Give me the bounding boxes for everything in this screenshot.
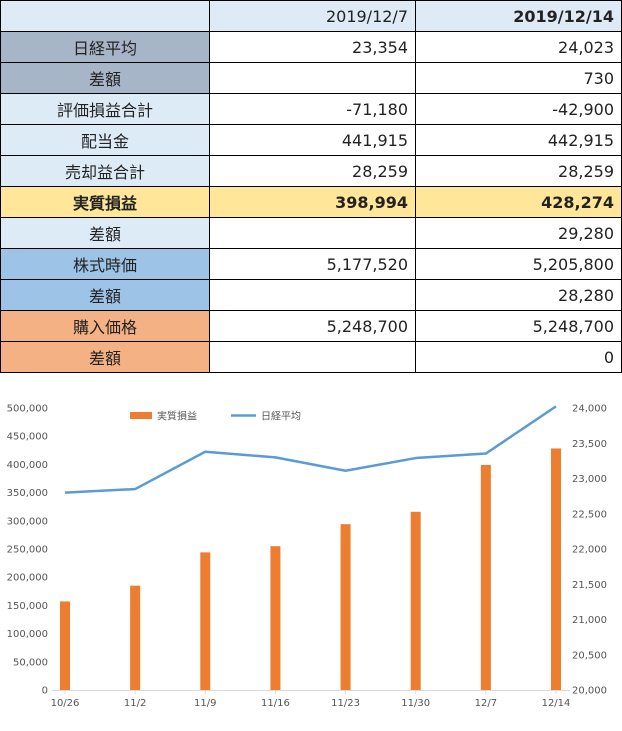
combo-chart: 0 50,000 100,000 150,000 200,000 250,000 300,0… [0,390,622,731]
header-date-1: 2019/12/7 [209,0,416,32]
y-left-tick-label: 500,000 [7,404,48,415]
x-tick-label: 12/14 [542,698,571,709]
row-label: 購入価格 [0,310,210,342]
y-left-tick-label: 350,000 [7,488,48,499]
table-row: 評価損益合計 -71,180 -42,900 [0,93,622,125]
row-value-v1: 28,259 [209,155,416,187]
x-tick-label: 11/2 [124,698,146,709]
y-left-tick-label: 300,000 [7,516,48,527]
y-right-tick-label: 22,500 [572,509,607,520]
table-row: 差額 28,280 [0,279,622,311]
row-value-v2: 28,280 [415,279,622,311]
bar [200,552,211,690]
row-label: 実質損益 [0,186,210,218]
table-row: 株式時価 5,177,520 5,205,800 [0,248,622,280]
bar [410,511,421,690]
row-value-v2: 5,205,800 [415,248,622,280]
row-value-v1: -71,180 [209,93,416,125]
summary-table: 2019/12/7 2019/12/14 日経平均 23,354 24,023 差額 730… [0,0,622,373]
legend-label-bar: 実質損益 [157,410,197,423]
row-value-v1 [209,62,416,94]
row-label: 売却益合計 [0,155,210,187]
row-value-v2: 24,023 [415,31,622,63]
row-value-v1: 5,177,520 [209,248,416,280]
table-row: 差額 29,280 [0,217,622,249]
chart-canvas: 0 50,000 100,000 150,000 200,000 250,000 300,0… [7,404,607,710]
row-value-v2: 28,259 [415,155,622,187]
row-value-v1: 5,248,700 [209,310,416,342]
row-label: 評価損益合計 [0,93,210,125]
y-left-tick-label: 150,000 [7,601,48,612]
nikkei-line [64,405,557,494]
x-tick-label: 11/23 [331,698,360,709]
table-row: 差額 730 [0,62,622,94]
bar [551,448,561,690]
y-right-tick-label: 21,000 [572,615,607,626]
y-left-tick-label: 0 [42,686,48,697]
header-date-2: 2019/12/14 [415,0,622,32]
row-value-v2: 730 [415,62,622,94]
row-value-v1 [209,341,416,373]
table-row: 差額 0 [0,341,622,373]
row-label: 日経平均 [0,31,210,63]
y-right-tick-label: 23,500 [572,439,607,450]
legend-label-line: 日経平均 [261,410,301,423]
x-tick-label: 12/7 [475,698,497,709]
row-label: 株式時価 [0,248,210,280]
table-row: 配当金 441,915 442,915 [0,124,622,156]
row-value-v2: -42,900 [415,93,622,125]
row-value-v1 [209,217,416,249]
row-value-v2: 428,274 [415,186,622,218]
table-row: 売却益合計 28,259 28,259 [0,155,622,187]
y-left-tick-label: 450,000 [7,432,48,443]
row-label: 差額 [0,279,210,311]
y-left-tick-label: 400,000 [7,460,48,471]
row-label: 差額 [0,62,210,94]
legend-swatch-bar [130,412,152,419]
bar [60,601,70,690]
y-right-tick-label: 23,000 [572,474,607,485]
header-row: 2019/12/7 2019/12/14 [0,0,622,32]
x-tick-label: 11/16 [261,698,290,709]
bar [340,524,351,690]
row-value-v1: 441,915 [209,124,416,156]
header-corner [0,0,210,32]
bar [270,546,281,690]
x-tick-label: 11/30 [401,698,430,709]
y-right-tick-label: 24,000 [572,404,607,415]
row-label: 配当金 [0,124,210,156]
row-value-v1: 398,994 [209,186,416,218]
row-value-v2: 442,915 [415,124,622,156]
row-label: 差額 [0,341,210,373]
y-left-tick-label: 50,000 [13,657,48,668]
y-right-tick-label: 20,000 [572,686,607,697]
table-row: 日経平均 23,354 24,023 [0,31,622,63]
y-right-tick-label: 20,500 [572,650,607,661]
row-value-v2: 5,248,700 [415,310,622,342]
x-tick-label: 11/9 [194,698,216,709]
bar [130,585,141,690]
bar [480,464,491,690]
x-tick-label: 10/26 [51,698,80,709]
row-value-v1 [209,279,416,311]
table-row: 購入価格 5,248,700 5,248,700 [0,310,622,342]
row-label: 差額 [0,217,210,249]
y-left-tick-label: 100,000 [7,629,48,640]
y-right-tick-label: 22,000 [572,545,607,556]
row-value-v2: 29,280 [415,217,622,249]
table-row: 実質損益 398,994 428,274 [0,186,622,218]
y-left-tick-label: 200,000 [7,573,48,584]
row-value-v1: 23,354 [209,31,416,63]
y-right-tick-label: 21,500 [572,580,607,591]
row-value-v2: 0 [415,341,622,373]
y-left-tick-label: 250,000 [7,545,48,556]
